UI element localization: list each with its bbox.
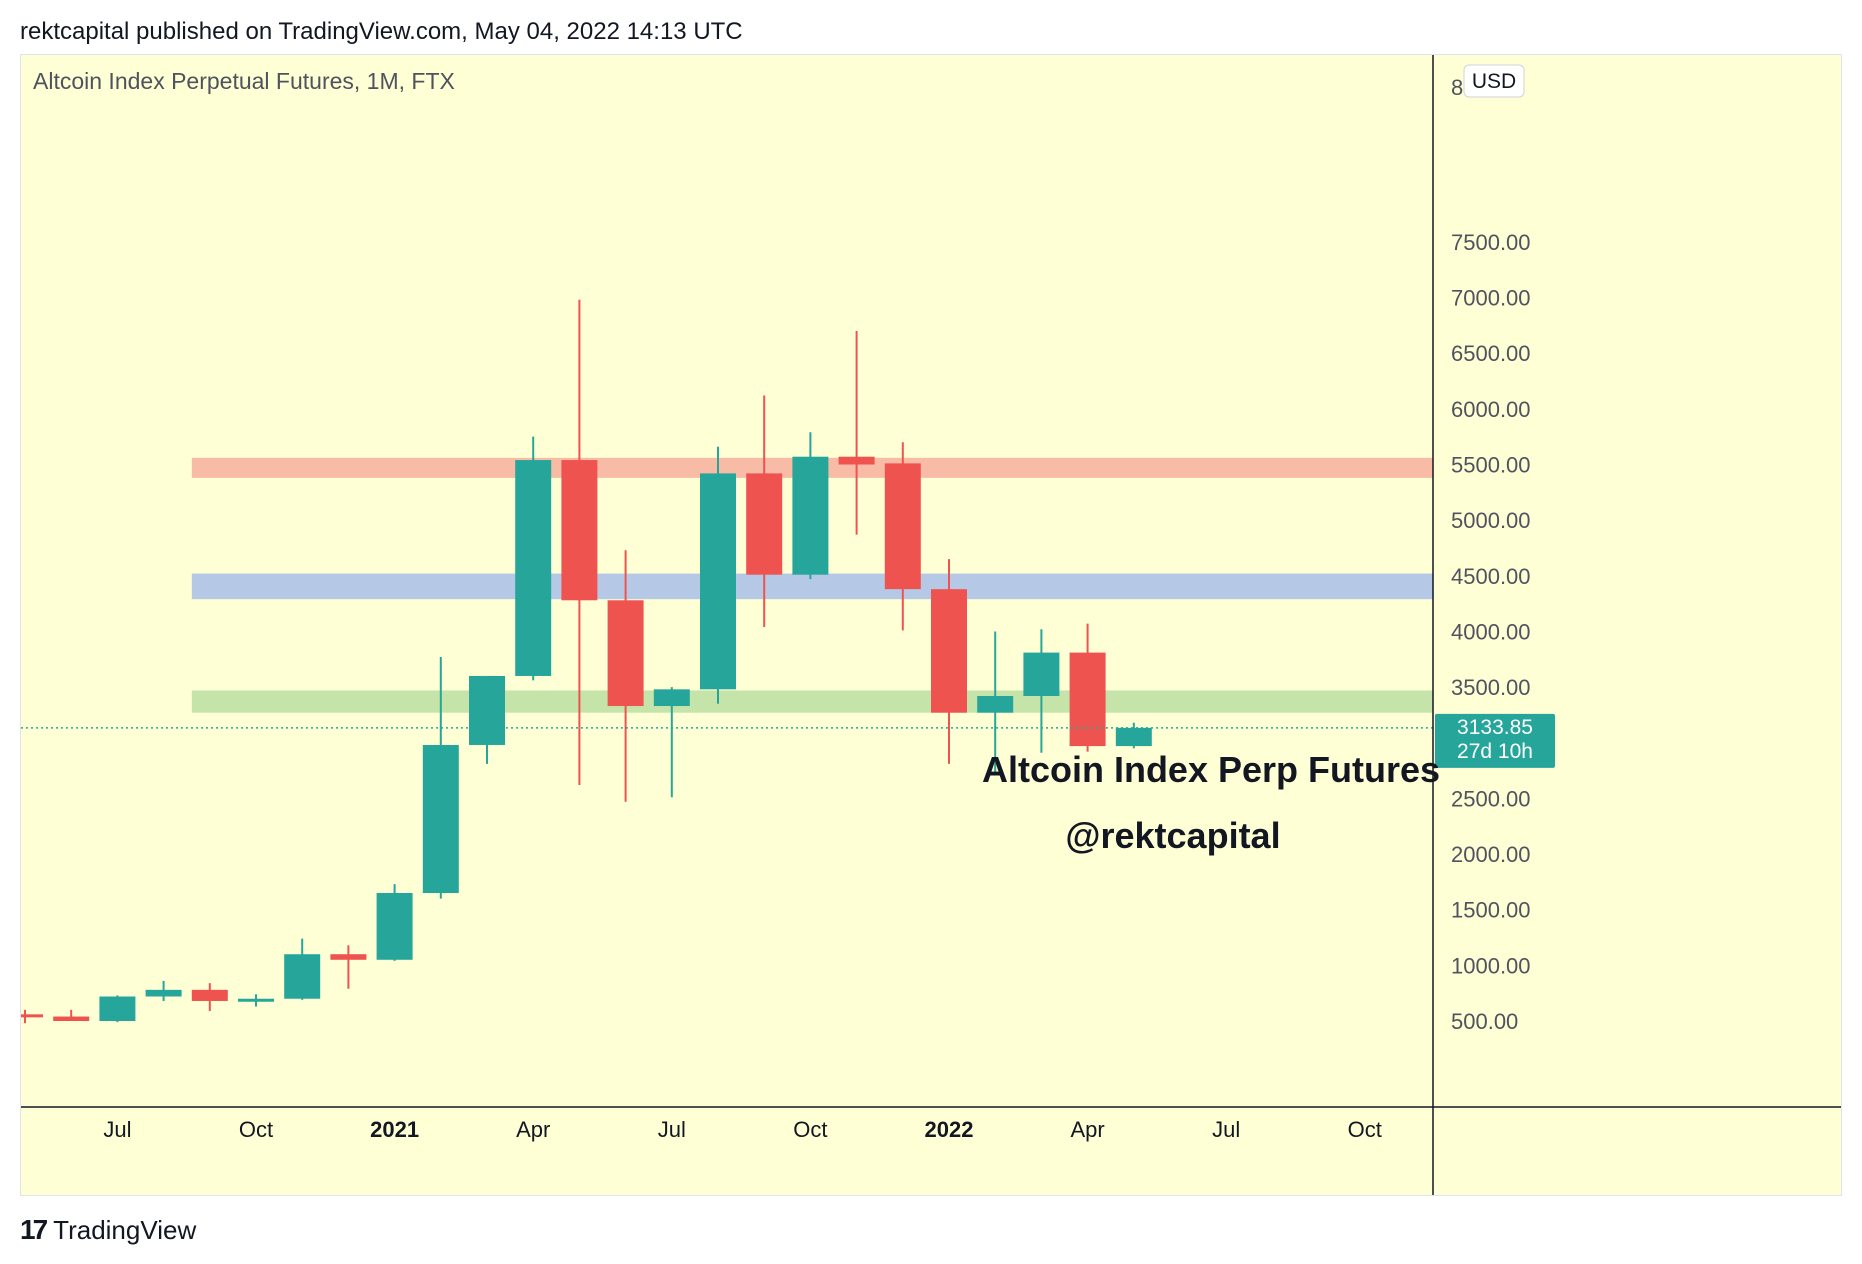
- candle-2020-06[interactable]: [53, 1009, 90, 1021]
- candle-2020-09[interactable]: [191, 983, 228, 1011]
- x-axis-label: 2021: [370, 1117, 419, 1142]
- candle-2021-11[interactable]: [838, 330, 875, 535]
- candle-2022-05[interactable]: [1115, 722, 1152, 749]
- countdown-label: 27d 10h: [1457, 740, 1533, 763]
- candle-body: [1115, 727, 1152, 747]
- candle-2021-12[interactable]: [884, 442, 921, 631]
- candle-2022-02[interactable]: [977, 631, 1014, 776]
- candle-2021-08[interactable]: [700, 446, 736, 704]
- y-tick-label: 2000.00: [1451, 842, 1531, 867]
- candle-2020-08[interactable]: [145, 980, 182, 1001]
- candle-body: [700, 473, 736, 690]
- annotation-handle: @rektcapital: [1065, 815, 1280, 856]
- x-axis-label: Oct: [1348, 1117, 1382, 1142]
- x-axis-label: Oct: [793, 1117, 827, 1142]
- y-axis-ticks: 500.00 1000.00 1500.00 2000.00 2500.00 3500.0…: [1451, 230, 1531, 1034]
- candle-2020-12[interactable]: [330, 945, 367, 989]
- currency-badge-box: [1463, 64, 1525, 98]
- candle-2020-11[interactable]: [284, 938, 321, 1000]
- candle-2021-10[interactable]: [792, 432, 829, 580]
- chart-frame: Altcoin Index Perpetual Futures, 1M, FTX…: [7, 54, 1842, 1196]
- candle-body: [330, 954, 367, 960]
- x-axis-label: Jul: [103, 1117, 131, 1142]
- y-tick-label: 7500.00: [1451, 230, 1531, 255]
- candle-2021-07[interactable]: [653, 687, 690, 798]
- published-header: rektcapital published on TradingView.com…: [20, 18, 743, 45]
- zone-mid: [191, 573, 1433, 600]
- candle-2021-01[interactable]: [376, 884, 413, 961]
- zone-support: [191, 690, 1433, 713]
- y-tick-label: 4000.00: [1451, 619, 1531, 644]
- candle-body: [977, 696, 1014, 713]
- x-axis-label: Jul: [1212, 1117, 1240, 1142]
- candle-body: [1023, 652, 1060, 697]
- x-axis-label: Apr: [1070, 1117, 1104, 1142]
- y-tick-label: 3500.00: [1451, 675, 1531, 700]
- candle-2021-06[interactable]: [607, 550, 644, 802]
- candle-2022-04[interactable]: [1069, 623, 1106, 752]
- currency-badge[interactable]: USD: [1463, 64, 1525, 98]
- candle-2021-05[interactable]: [561, 299, 598, 786]
- x-axis-labels: Jul Oct 2021 Apr Jul Oct 2022 Apr Jul Oct: [103, 1117, 1382, 1142]
- y-tick-label: 6500.00: [1451, 341, 1531, 366]
- candle-body: [931, 589, 967, 713]
- candle-body: [653, 689, 690, 707]
- y-tick-label: 500.00: [1451, 1009, 1518, 1034]
- candle-body: [53, 1016, 90, 1021]
- candle-body: [561, 460, 598, 601]
- candle-body: [376, 893, 413, 960]
- y-tick-label: 6000.00: [1451, 397, 1531, 422]
- candle-body: [838, 456, 875, 465]
- x-axis-label: Oct: [239, 1117, 273, 1142]
- candle-body: [607, 600, 644, 707]
- candle-2022-01[interactable]: [931, 559, 967, 764]
- y-tick-label: 1000.00: [1451, 953, 1531, 978]
- candle-body: [99, 996, 136, 1021]
- y-tick-label: 2500.00: [1451, 786, 1531, 811]
- footer-brand[interactable]: TradingView: [53, 1214, 197, 1245]
- candle-body: [884, 463, 921, 590]
- candle-2020-05[interactable]: [7, 1009, 43, 1024]
- candle-body: [145, 989, 182, 997]
- y-tick-top-partial: 8: [1451, 75, 1463, 100]
- candle-body: [284, 954, 321, 999]
- x-axis-label: 2022: [925, 1117, 974, 1142]
- x-axis-label: Apr: [516, 1117, 550, 1142]
- candle-body: [191, 989, 228, 1001]
- annotation-title: Altcoin Index Perp Futures: [982, 749, 1440, 790]
- y-tick-label: 5500.00: [1451, 453, 1531, 478]
- candle-body: [469, 675, 505, 745]
- y-tick-label: 7000.00: [1451, 286, 1531, 311]
- candle-2021-09[interactable]: [746, 395, 783, 627]
- candle-body: [515, 460, 552, 676]
- candle-body: [422, 744, 459, 894]
- currency-label: USD: [1472, 70, 1516, 93]
- chart-title: Altcoin Index Perpetual Futures, 1M, FTX: [33, 68, 455, 94]
- price-tag-box: [1435, 713, 1555, 768]
- candles-layer: [7, 299, 1152, 1024]
- y-tick-label: 1500.00: [1451, 898, 1531, 923]
- candle-2021-03[interactable]: [469, 675, 505, 764]
- candle-2021-02[interactable]: [422, 657, 459, 899]
- candle-body: [238, 998, 274, 1002]
- x-axis-label: Jul: [658, 1117, 686, 1142]
- candle-body: [792, 456, 829, 575]
- tradingview-logo-icon: 17: [20, 1214, 48, 1245]
- candle-body: [1069, 652, 1106, 747]
- current-price-tag: 3133.85 27d 10h: [1435, 713, 1555, 768]
- footer: 17 TradingView: [20, 1214, 196, 1246]
- y-tick-label: 5000.00: [1451, 508, 1531, 533]
- price-axis-background: [1433, 55, 1841, 1195]
- candle-body: [746, 473, 783, 575]
- candlestick-chart[interactable]: Altcoin Index Perpetual Futures, 1M, FTX…: [7, 55, 1841, 1195]
- candle-2020-10[interactable]: [238, 994, 274, 1007]
- candle-2020-07[interactable]: [99, 995, 136, 1023]
- candle-2022-03[interactable]: [1023, 629, 1060, 753]
- candle-body: [7, 1014, 43, 1018]
- current-price-label: 3133.85: [1457, 716, 1533, 739]
- y-tick-label: 4500.00: [1451, 564, 1531, 589]
- candle-2021-04[interactable]: [515, 436, 552, 681]
